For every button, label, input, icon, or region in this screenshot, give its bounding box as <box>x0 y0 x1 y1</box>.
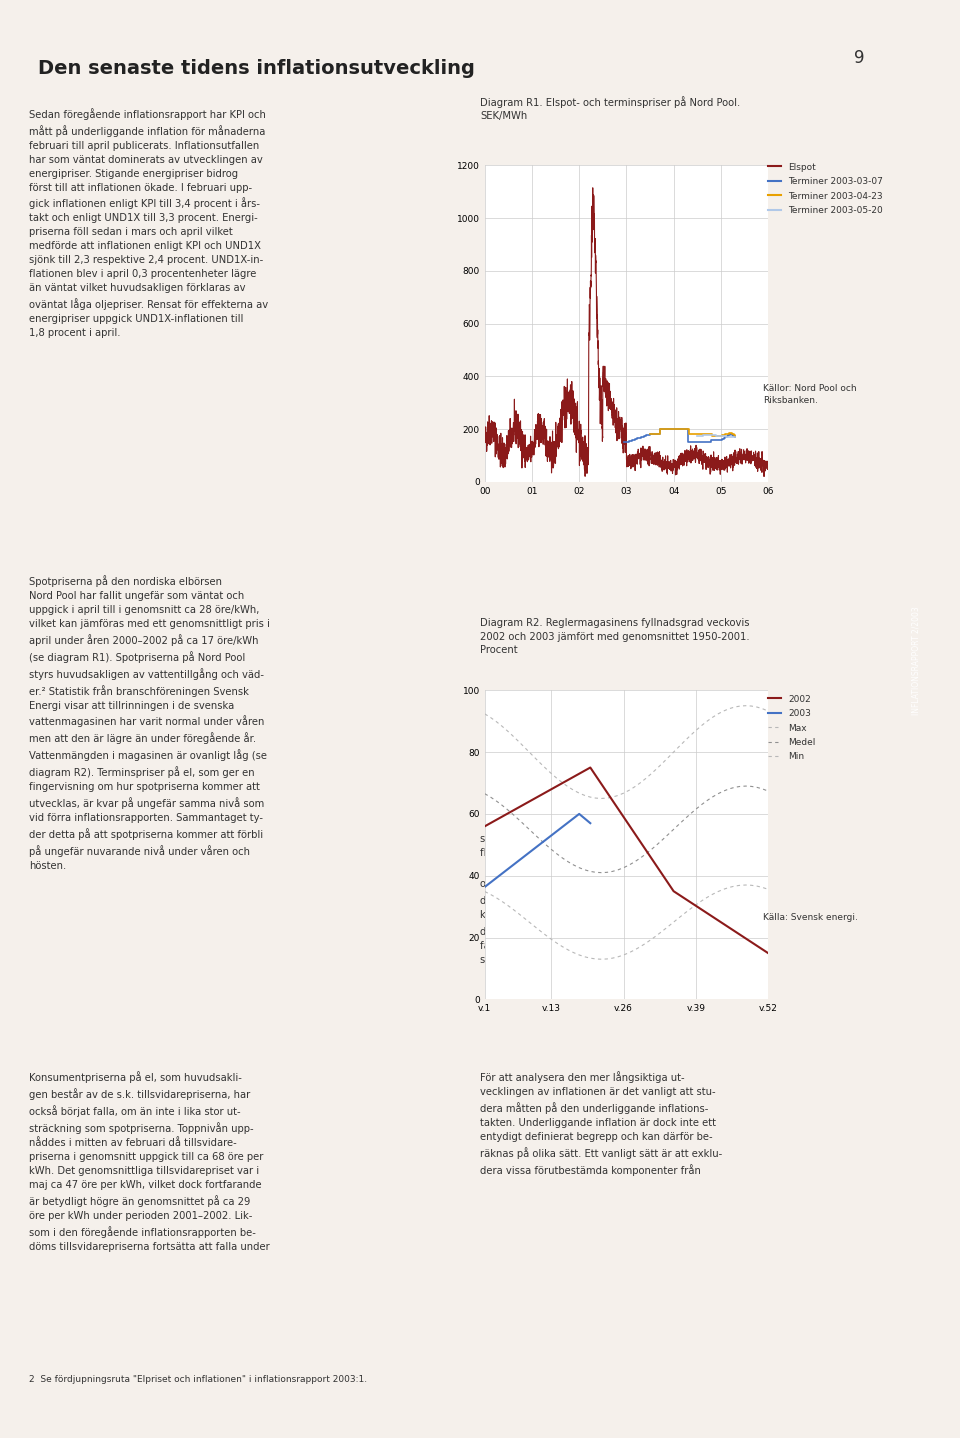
Text: 9: 9 <box>854 49 864 66</box>
Text: INFLATIONSRAPPORT 2/2003: INFLATIONSRAPPORT 2/2003 <box>911 607 921 715</box>
Text: 2  Se fördjupningsruta "Elpriset och inflationen" i inflationsrapport 2003:1.: 2 Se fördjupningsruta "Elpriset och infl… <box>29 1375 367 1383</box>
Text: Diagram R2. Reglermagasinens fyllnadsgrad veckovis
2002 och 2003 jämfört med gen: Diagram R2. Reglermagasinens fyllnadsgra… <box>480 618 750 654</box>
Legend: Elspot, Terminer 2003-03-07, Terminer 2003-04-23, Terminer 2003-05-20: Elspot, Terminer 2003-03-07, Terminer 20… <box>768 162 883 214</box>
Text: För att analysera den mer långsiktiga ut-
vecklingen av inflationen är det vanli: För att analysera den mer långsiktiga ut… <box>480 1071 722 1176</box>
Text: Spotpriserna på den nordiska elbörsen
Nord Pool har fallit ungefär som väntat oc: Spotpriserna på den nordiska elbörsen No… <box>29 575 270 870</box>
Legend: 2002, 2003, Max, Medel, Min: 2002, 2003, Max, Medel, Min <box>768 695 816 761</box>
Text: Sedan föregående inflationsrapport har KPI och
mått på underliggande inflation f: Sedan föregående inflationsrapport har K… <box>29 108 268 338</box>
Text: Den senaste tidens inflationsutveckling: Den senaste tidens inflationsutveckling <box>38 59 475 78</box>
Text: Konsumentpriserna på el, som huvudsakli-
gen består av de s.k. tillsvidarepriser: Konsumentpriserna på el, som huvudsakli-… <box>29 1071 270 1251</box>
Text: Diagram R1. Elspot- och terminspriser på Nord Pool.
SEK/MWh: Diagram R1. Elspot- och terminspriser på… <box>480 96 740 121</box>
Text: Källor: Nord Pool och
Riksbanken.: Källor: Nord Pool och Riksbanken. <box>763 384 857 404</box>
Text: sommaren och bidra till en kraftigt minskad in-
flationstakt under det närmsta å: sommaren och bidra till en kraftigt mins… <box>480 834 717 965</box>
Text: Källa: Svensk energi.: Källa: Svensk energi. <box>763 913 858 922</box>
